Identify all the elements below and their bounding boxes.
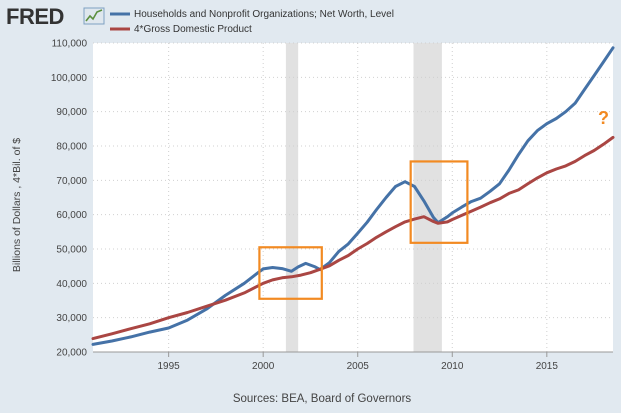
y-tick-label: 30,000 bbox=[56, 313, 87, 324]
legend-label-net-worth: Households and Nonprofit Organizations; … bbox=[134, 9, 394, 20]
x-tick-label: 2005 bbox=[347, 361, 370, 372]
gridlines bbox=[93, 42, 613, 353]
x-tick-label: 1995 bbox=[158, 361, 181, 372]
recession-band-1 bbox=[285, 43, 299, 352]
logo-graph-icon bbox=[83, 7, 105, 25]
y-tick-label: 110,000 bbox=[52, 39, 88, 50]
x-tick-label: 2010 bbox=[441, 361, 464, 372]
highlight-box-1 bbox=[258, 246, 323, 300]
recession-band-2 bbox=[413, 43, 442, 352]
legend: Households and Nonprofit Organizations; … bbox=[110, 9, 394, 35]
y-tick-label: 90,000 bbox=[56, 107, 87, 118]
legend-label-gdp: 4*Gross Domestic Product bbox=[134, 24, 252, 35]
y-tick-label: 50,000 bbox=[56, 245, 87, 256]
y-tick-label: 20,000 bbox=[56, 348, 87, 359]
y-tick-label: 60,000 bbox=[56, 210, 87, 221]
source-note: Sources: BEA, Board of Governors bbox=[233, 393, 412, 405]
y-tick-label: 80,000 bbox=[56, 142, 87, 153]
y-tick-label: 100,000 bbox=[51, 73, 88, 84]
y-axis-ticks: 20,000 30,000 40,000 50,000 60,000 70,000 80,0… bbox=[51, 39, 88, 359]
y-tick-label: 40,000 bbox=[56, 279, 87, 290]
logo-text: FRED bbox=[6, 4, 64, 29]
series-lines bbox=[91, 46, 615, 346]
x-axis-ticks: 1995 2000 2005 2010 2015 bbox=[158, 352, 559, 372]
y-tick-label: 70,000 bbox=[56, 176, 87, 187]
plot-area bbox=[93, 43, 613, 352]
series-line-gdp bbox=[91, 135, 615, 341]
series-line-net-worth bbox=[91, 46, 615, 346]
highlight-boxes bbox=[258, 160, 469, 300]
question-mark-annotation: ? bbox=[598, 108, 609, 128]
x-tick-label: 2000 bbox=[252, 361, 275, 372]
legend-item-gdp[interactable]: 4*Gross Domestic Product bbox=[110, 24, 252, 35]
legend-item-net-worth[interactable]: Households and Nonprofit Organizations; … bbox=[110, 9, 394, 20]
fred-logo[interactable]: FRED bbox=[6, 4, 105, 29]
x-tick-label: 2015 bbox=[536, 361, 559, 372]
highlight-box-2 bbox=[409, 160, 469, 244]
y-axis-label: Billions of Dollars , 4*Bil. of $ bbox=[11, 138, 23, 272]
